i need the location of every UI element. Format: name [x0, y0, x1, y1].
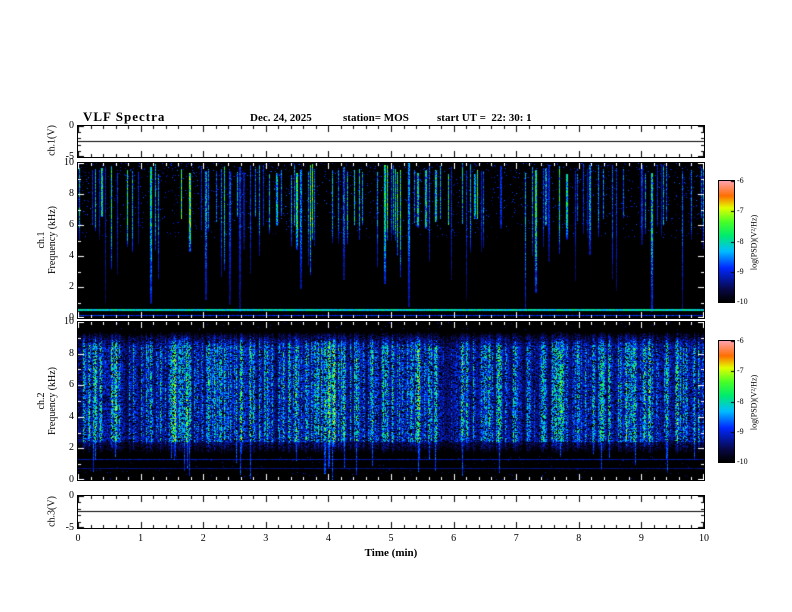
date-label: Dec. 24, 2025 [250, 112, 312, 124]
frequency-tick-label: 4 [69, 250, 74, 261]
frequency-tick-label: 10 [64, 316, 74, 327]
colorbar-tick-label: -10 [737, 457, 748, 466]
station-label: station= MOS [343, 112, 409, 124]
ch1-voltage-panel [77, 125, 705, 158]
frequency-tick-label: 2 [69, 281, 74, 292]
colorbar-tick-label: -8 [737, 236, 744, 246]
x-axis-tick-label: 2 [200, 533, 206, 544]
frequency-tick-label: 6 [69, 219, 74, 230]
x-axis-tick-label: 9 [638, 533, 644, 544]
frequency-tick-label: 0 [69, 474, 74, 485]
colorbar-tick-label: -10 [737, 297, 748, 306]
ch3-voltage-panel [77, 495, 705, 529]
frequency-tick-label: 8 [69, 188, 74, 199]
x-axis-tick-label: 1 [138, 533, 144, 544]
frequency-tick-label: 4 [69, 410, 74, 422]
x-axis-tick-label: 3 [263, 533, 269, 544]
voltage-tick-label: -5 [65, 522, 74, 533]
start-ut-label: start UT = 22: 30: 1 [437, 112, 532, 124]
frequency-tick-label: 2 [69, 442, 74, 454]
colorbar-tick-label: -7 [737, 206, 744, 216]
frequency-tick-label: 0 [69, 312, 74, 323]
voltage-tick-label: 0 [69, 120, 74, 131]
colorbar-tick-label: -7 [737, 366, 744, 376]
x-axis-tick-label: 7 [513, 533, 519, 544]
x-axis-tick-label: 4 [325, 533, 331, 544]
colorbar-tick-label: -6 [737, 336, 744, 345]
colorbar2-label: log(PSD)(V²/Hz) [749, 374, 759, 431]
x-axis-tick-label: 0 [75, 533, 81, 544]
x-axis-tick-label: 8 [576, 533, 582, 544]
x-axis-tick-label: 10 [699, 533, 709, 544]
voltage-tick-label: -5 [65, 151, 74, 162]
frequency-tick-label: 6 [69, 379, 74, 391]
page-title: VLF Spectra [83, 109, 166, 124]
x-axis-tick-label: 6 [451, 533, 457, 544]
colorbar-ch2 [718, 340, 735, 463]
x-axis-label: Time (min) [364, 547, 418, 559]
ch1-spectrogram [77, 162, 705, 319]
colorbar-ch1 [718, 180, 735, 303]
frequency-tick-label: 8 [69, 347, 74, 359]
colorbar-tick-label: -8 [737, 396, 744, 406]
ch2-channel-label: ch.2 [36, 392, 47, 410]
frequency-tick-label: 10 [64, 157, 74, 168]
colorbar-tick-label: -9 [737, 266, 744, 276]
x-axis-tick-label: 5 [388, 533, 394, 544]
voltage-tick-label: 0 [69, 490, 74, 501]
colorbar-tick-label: -9 [737, 426, 744, 436]
ch2-spectrogram [77, 321, 705, 481]
colorbar-tick-label: -6 [737, 176, 744, 185]
